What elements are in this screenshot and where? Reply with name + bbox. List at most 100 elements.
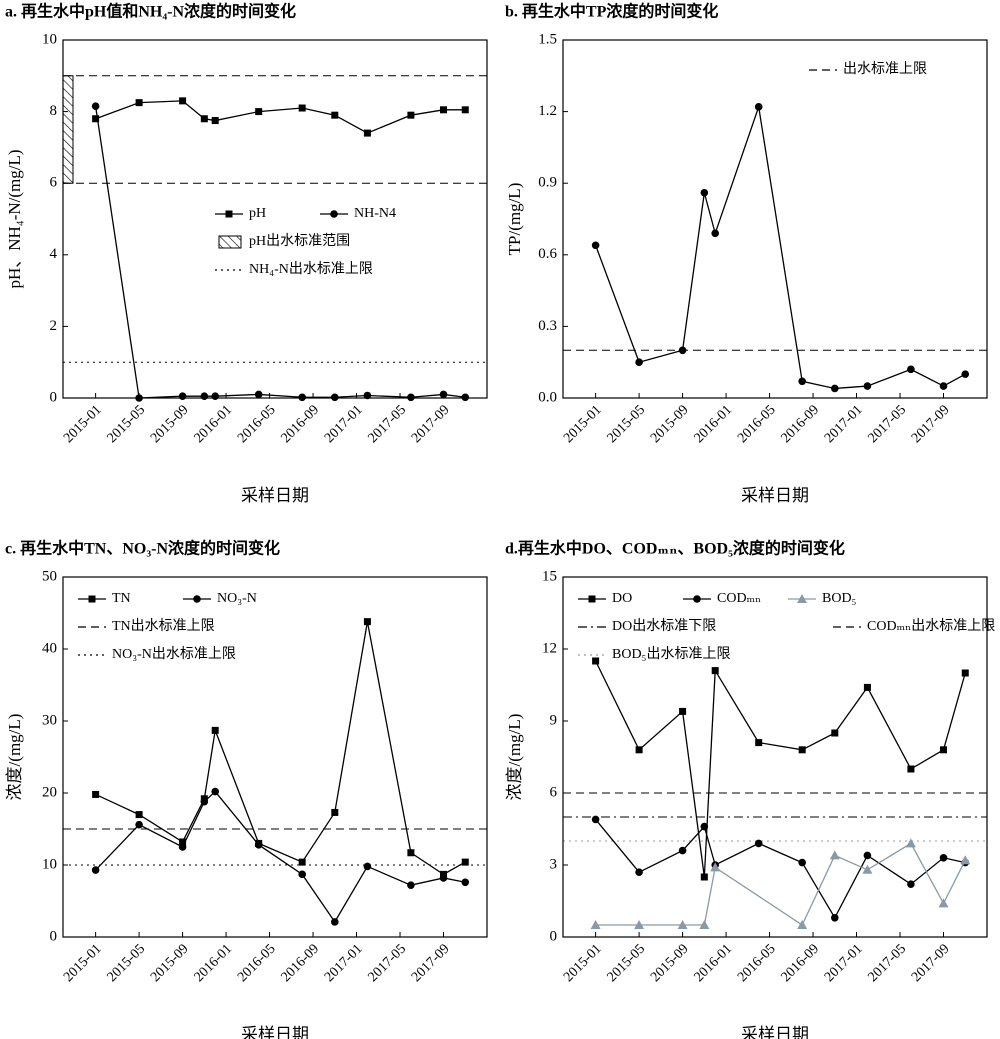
x-tick-label: 2017-01 xyxy=(822,941,866,985)
marker xyxy=(679,707,687,715)
x-axis-label: 采样日期 xyxy=(741,1025,809,1039)
y-tick-label: 40 xyxy=(42,640,57,656)
marker xyxy=(797,920,808,929)
legend-label: DO xyxy=(612,591,632,606)
marker xyxy=(939,382,948,390)
marker xyxy=(905,838,916,848)
y-tick-label: 10 xyxy=(42,31,57,47)
marker xyxy=(699,920,710,929)
y-tick-label: 6 xyxy=(550,784,558,800)
marker xyxy=(635,868,643,876)
y-axis-label: 浓度/(mg/L) xyxy=(5,714,24,801)
x-tick-label: 2017-05 xyxy=(866,941,910,985)
marker xyxy=(91,866,100,874)
marker xyxy=(754,103,763,111)
marker xyxy=(830,384,839,393)
marker xyxy=(700,873,708,881)
y-tick-label: 3 xyxy=(550,856,558,872)
series-line xyxy=(95,100,466,134)
y-tick-label: 0 xyxy=(50,928,58,944)
x-tick-label: 2015-01 xyxy=(561,402,605,446)
marker xyxy=(678,346,687,355)
legend-label: CODₘₙ xyxy=(717,591,761,606)
marker xyxy=(863,683,871,691)
marker xyxy=(135,820,143,829)
marker xyxy=(635,358,643,367)
marker xyxy=(710,862,721,872)
legend-label: NH₄-N出水标准上限 xyxy=(249,261,373,277)
series-line xyxy=(95,621,466,876)
marker xyxy=(407,849,415,857)
x-tick-label: 2015-01 xyxy=(561,941,605,985)
marker xyxy=(255,108,263,116)
y-tick-label: 0 xyxy=(550,928,558,944)
chart-title: a. 再生水中pH值和NH₄-N浓度的时间变化 xyxy=(5,2,296,21)
marker xyxy=(907,365,915,374)
x-tick-label: 2016-05 xyxy=(235,402,279,446)
legend-swatch xyxy=(218,235,242,249)
chart-title: b. 再生水中TP浓度的时间变化 xyxy=(505,2,718,21)
x-tick-label: 2017-01 xyxy=(322,402,366,446)
y-tick-label: 0.0 xyxy=(538,389,557,405)
marker xyxy=(831,729,839,737)
marker xyxy=(907,765,915,773)
plot-frame xyxy=(562,576,988,938)
plot-frame xyxy=(62,576,488,938)
legend-label: NH-N4 xyxy=(354,206,396,221)
y-tick-label: 20 xyxy=(42,784,57,800)
x-tick-label: 2016-09 xyxy=(779,941,823,985)
x-tick-label: 2016-09 xyxy=(779,402,823,446)
legend-label: TN xyxy=(112,591,131,606)
x-tick-label: 2015-09 xyxy=(648,941,692,985)
x-tick-label: 2015-09 xyxy=(648,402,692,446)
marker xyxy=(363,862,372,871)
marker xyxy=(862,864,873,874)
y-tick-label: 15 xyxy=(542,568,557,584)
x-tick-label: 2015-01 xyxy=(61,941,105,985)
legend-label: BOD₅出水标准上限 xyxy=(612,646,730,662)
band xyxy=(62,75,74,184)
x-tick-label: 2015-09 xyxy=(148,941,192,985)
marker xyxy=(298,870,306,879)
x-tick-label: 2015-05 xyxy=(605,941,649,985)
legend-label: DO出水标准下限 xyxy=(612,618,716,634)
marker xyxy=(179,97,187,105)
marker xyxy=(211,787,220,796)
marker xyxy=(179,838,187,846)
x-tick-label: 2016-09 xyxy=(279,402,323,446)
x-tick-label: 2017-05 xyxy=(866,402,910,446)
series-line xyxy=(94,106,466,399)
marker xyxy=(829,850,840,860)
marker xyxy=(711,229,720,238)
marker xyxy=(755,739,763,747)
x-tick-label: 2017-05 xyxy=(366,402,410,446)
marker xyxy=(200,115,208,123)
marker xyxy=(193,595,201,603)
marker xyxy=(439,390,448,399)
marker xyxy=(211,392,220,401)
y-tick-label: 2 xyxy=(50,318,58,334)
marker xyxy=(211,117,219,125)
y-tick-label: 6 xyxy=(50,175,58,191)
y-tick-label: 0.3 xyxy=(538,318,557,334)
marker xyxy=(961,370,970,378)
marker xyxy=(88,595,96,603)
x-tick-label: 2016-01 xyxy=(692,402,736,446)
y-tick-label: 1.5 xyxy=(538,31,557,47)
marker xyxy=(200,392,209,401)
y-tick-label: 50 xyxy=(42,568,57,584)
marker xyxy=(461,878,470,887)
y-tick-label: 0.9 xyxy=(538,175,557,191)
marker xyxy=(178,392,187,401)
marker xyxy=(678,846,687,855)
x-tick-label: 2016-01 xyxy=(192,402,236,446)
legend-label: pH xyxy=(249,206,266,221)
x-tick-label: 2015-01 xyxy=(61,402,105,446)
marker xyxy=(254,390,263,399)
y-tick-label: 0 xyxy=(50,389,58,405)
x-tick-label: 2016-01 xyxy=(192,941,236,985)
y-tick-label: 10 xyxy=(42,856,57,872)
series-line xyxy=(595,660,966,878)
marker xyxy=(939,854,948,862)
marker xyxy=(700,188,709,197)
